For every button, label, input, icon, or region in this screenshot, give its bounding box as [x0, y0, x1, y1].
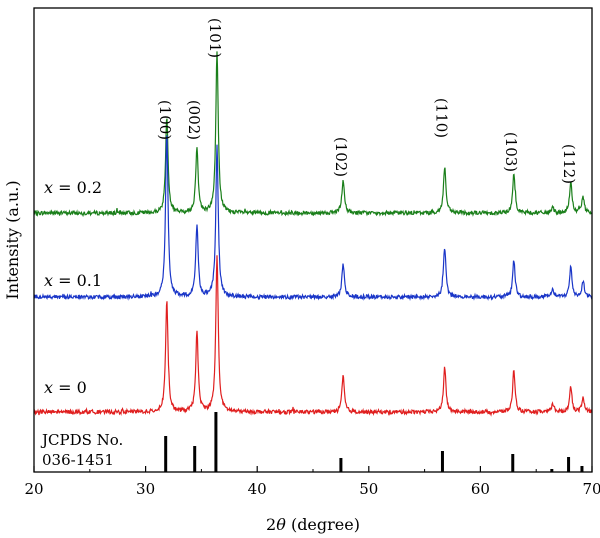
series-line — [33, 255, 593, 417]
reference-label-line1: JCPDS No. — [40, 431, 123, 449]
reference-stick — [193, 446, 197, 472]
reference-stick — [580, 466, 584, 472]
peak-labels: (100) (002) (101) (102) (110) (103) (112) — [156, 18, 578, 184]
reference-stick — [567, 457, 571, 472]
x-axis-label: 2θ (degree) — [266, 515, 360, 534]
series-layer — [33, 51, 593, 417]
peak-label: (101) — [206, 18, 224, 58]
x-tick-label: 70 — [582, 480, 600, 498]
reference-stick — [440, 451, 444, 472]
peak-label: (112) — [560, 144, 578, 184]
reference-stick — [339, 458, 343, 472]
reference-label-line2: 036-1451 — [42, 451, 114, 469]
series-label: x = 0 — [44, 378, 87, 397]
series-labels: x = 0.2 x = 0.1 x = 0 — [44, 178, 102, 397]
peak-label: (002) — [185, 100, 203, 140]
series-label: x = 0.1 — [44, 271, 102, 290]
peak-label: (102) — [332, 137, 350, 177]
peak-label: (100) — [156, 100, 174, 140]
reference-stick — [214, 412, 218, 472]
series-line — [33, 51, 593, 218]
peak-label: (110) — [433, 98, 451, 138]
reference-stick — [511, 454, 515, 472]
x-tick-label: 50 — [359, 480, 378, 498]
x-tick-label: 20 — [24, 480, 43, 498]
reference-stick — [550, 469, 554, 472]
x-tick-label: 60 — [471, 480, 490, 498]
reference-stick — [164, 436, 168, 472]
series-label: x = 0.2 — [44, 178, 102, 197]
x-tick-label: 30 — [136, 480, 155, 498]
plot-frame — [33, 7, 593, 473]
reference-sticks — [164, 412, 584, 472]
x-axis-ticks: 20 30 40 50 60 70 — [24, 466, 600, 498]
x-tick-label: 40 — [248, 480, 267, 498]
y-axis-label: Intensity (a.u.) — [3, 180, 22, 299]
series-line — [33, 135, 593, 302]
peak-label: (103) — [502, 132, 520, 172]
